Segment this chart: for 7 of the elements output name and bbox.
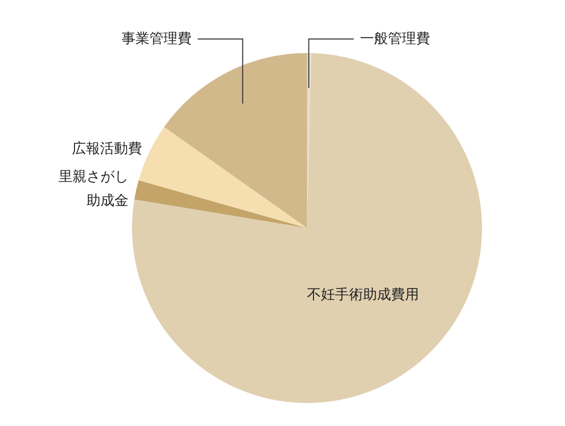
slice-label: 一般管理費 bbox=[360, 30, 430, 47]
slice-label: 事業管理費 bbox=[122, 30, 192, 47]
slice-label: 不妊手術助成費用 bbox=[306, 287, 419, 304]
slice-label: 広報活動費 bbox=[72, 140, 142, 157]
pie-slice bbox=[164, 53, 307, 228]
slice-label: 里親さがし助成金 bbox=[58, 168, 128, 209]
pie-slice bbox=[134, 180, 307, 228]
